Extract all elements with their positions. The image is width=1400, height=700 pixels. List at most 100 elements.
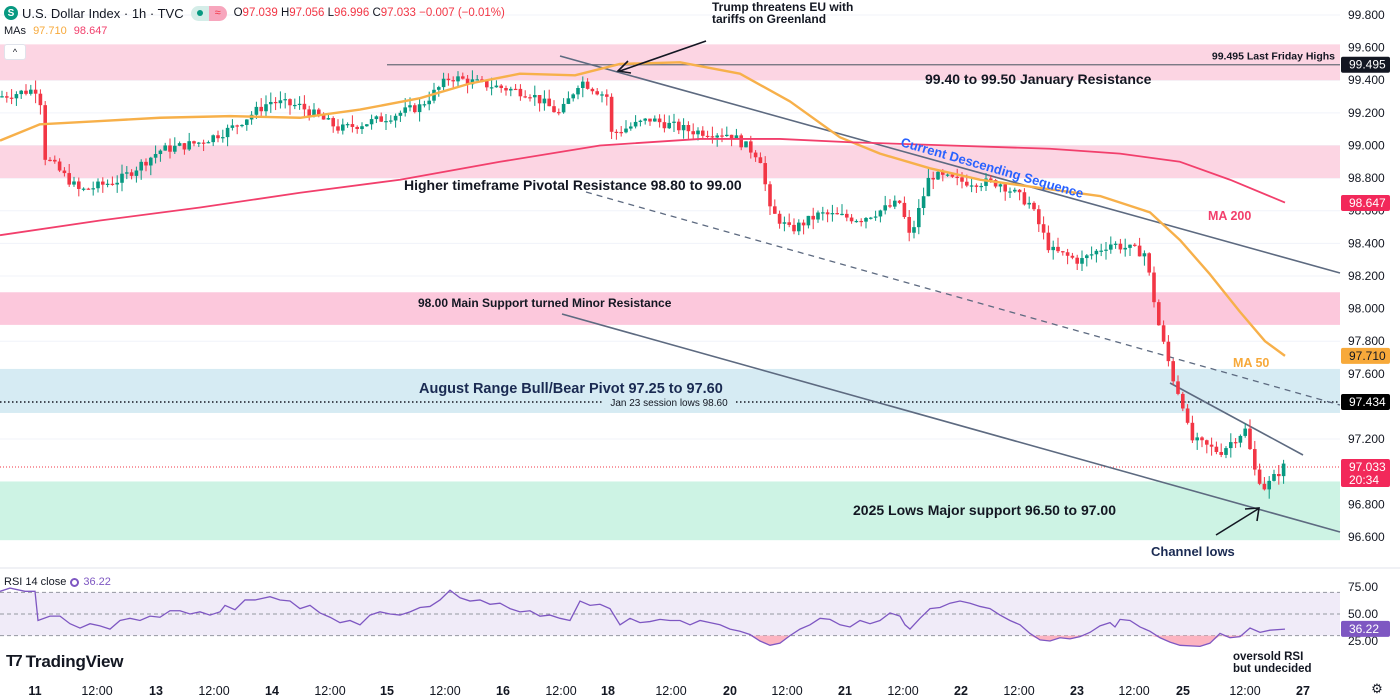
svg-text:27: 27 bbox=[1296, 684, 1310, 698]
horizontal-lines bbox=[0, 64, 1340, 468]
symbol-title[interactable]: U.S. Dollar Index · 1h · TVC bbox=[22, 5, 184, 21]
svg-text:98.400: 98.400 bbox=[1348, 236, 1385, 250]
svg-text:75.00: 75.00 bbox=[1348, 580, 1378, 594]
svg-text:MA 50: MA 50 bbox=[1233, 356, 1269, 370]
svg-text:14: 14 bbox=[265, 684, 279, 698]
svg-text:99.000: 99.000 bbox=[1348, 138, 1385, 152]
high-value: 97.056 bbox=[289, 7, 325, 19]
svg-text:99.495: 99.495 bbox=[1349, 58, 1386, 72]
svg-text:50.00: 50.00 bbox=[1348, 607, 1378, 621]
ma200-line bbox=[0, 138, 1286, 237]
close-value: 97.033 bbox=[380, 7, 416, 19]
candlesticks bbox=[0, 70, 1286, 499]
trendlines bbox=[559, 55, 1341, 533]
svg-text:36.22: 36.22 bbox=[1349, 622, 1379, 636]
time-axis[interactable]: 11 12:00 13 12:00 14 12:00 15 12:00 16 12:00 18 12:… bbox=[28, 684, 1310, 698]
svg-text:98.000: 98.000 bbox=[1348, 302, 1385, 316]
jan23-low-line-price-label bbox=[1341, 394, 1390, 410]
ma-legend-label: MAs bbox=[4, 25, 26, 37]
svg-text:Trump threatens EU with: Trump threatens EU with bbox=[712, 0, 853, 14]
settings-gear-icon[interactable]: ⚙ bbox=[1371, 681, 1383, 696]
rsi-label: RSI 14 close bbox=[4, 576, 67, 588]
svg-text:25.00: 25.00 bbox=[1348, 634, 1378, 648]
main-support-turned-resistance-label: 98.00 Main Support turned Minor Resistan… bbox=[418, 296, 672, 310]
rsi-line bbox=[0, 587, 1286, 648]
svg-text:12:00: 12:00 bbox=[887, 684, 918, 698]
svg-text:99.200: 99.200 bbox=[1348, 106, 1385, 120]
ohlc-values: O97.039 H97.056 L96.996 C97.033 −0.007 (… bbox=[233, 7, 505, 19]
svg-text:20: 20 bbox=[723, 684, 737, 698]
svg-text:12:00: 12:00 bbox=[545, 684, 576, 698]
svg-text:Channel lows: Channel lows bbox=[1151, 544, 1235, 559]
ma50-line bbox=[0, 61, 1286, 357]
moving-averages bbox=[0, 61, 1286, 357]
svg-text:tariffs on Greenland: tariffs on Greenland bbox=[712, 12, 826, 26]
price-axis[interactable]: 99.800 99.600 99.400 99.200 99.000 98.800 98.6… bbox=[1341, 8, 1390, 544]
chevron-up-icon: ^ bbox=[12, 47, 18, 57]
ma50-value: 97.710 bbox=[33, 25, 67, 37]
svg-text:12:00: 12:00 bbox=[429, 684, 460, 698]
rsi-legend[interactable]: RSI 14 close 36.22 bbox=[4, 576, 111, 588]
ma200-value: 98.647 bbox=[73, 25, 108, 37]
svg-text:16: 16 bbox=[496, 684, 510, 698]
collapse-legend-button[interactable]: ^ bbox=[4, 44, 26, 60]
symbol-logo-icon: S bbox=[4, 6, 18, 20]
svg-text:97.434: 97.434 bbox=[1349, 395, 1386, 409]
ma200-price-label bbox=[1341, 195, 1390, 212]
svg-text:11: 11 bbox=[28, 684, 41, 698]
january-resistance-label: 99.40 to 99.50 January Resistance bbox=[925, 71, 1152, 87]
svg-text:12:00: 12:00 bbox=[655, 684, 686, 698]
svg-text:12:00: 12:00 bbox=[198, 684, 229, 698]
ma-legend[interactable]: MAs 97.710 98.647 bbox=[4, 25, 107, 37]
svg-text:but undecided: but undecided bbox=[1233, 663, 1312, 675]
market-open-icon bbox=[190, 5, 209, 21]
svg-text:23: 23 bbox=[1070, 684, 1084, 698]
low-value: 96.996 bbox=[334, 7, 370, 19]
2025-lows-support-label: 2025 Lows Major support 96.50 to 97.00 bbox=[853, 502, 1116, 518]
svg-text:97.600: 97.600 bbox=[1348, 367, 1385, 381]
tradingview-mark-icon: T7 bbox=[6, 653, 23, 670]
svg-text:oversold RSI: oversold RSI bbox=[1233, 651, 1303, 663]
svg-text:18: 18 bbox=[601, 684, 615, 698]
svg-text:96.800: 96.800 bbox=[1348, 497, 1385, 511]
svg-text:97.200: 97.200 bbox=[1348, 432, 1385, 446]
svg-text:12:00: 12:00 bbox=[1003, 684, 1034, 698]
svg-text:12:00: 12:00 bbox=[1118, 684, 1149, 698]
tradingview-name: TradingView bbox=[25, 652, 124, 671]
chart-header: S U.S. Dollar Index · 1h · TVC ≈ O97.039… bbox=[4, 4, 505, 22]
svg-text:12:00: 12:00 bbox=[771, 684, 802, 698]
august-pivot-label: August Range Bull/Bear Pivot 97.25 to 97… bbox=[419, 381, 723, 397]
htf-pivotal-resistance-zone bbox=[0, 145, 1340, 179]
ma50-price-label bbox=[1341, 347, 1390, 364]
svg-text:12:00: 12:00 bbox=[81, 684, 112, 698]
svg-text:12:00: 12:00 bbox=[314, 684, 345, 698]
2025-lows-support-zone bbox=[0, 481, 1340, 541]
svg-text:99.800: 99.800 bbox=[1348, 8, 1385, 22]
change-value: −0.007 (−0.01%) bbox=[419, 7, 505, 19]
data-delay-icon: ≈ bbox=[208, 5, 227, 21]
svg-text:15: 15 bbox=[380, 684, 394, 698]
price-zones bbox=[0, 44, 1340, 541]
main-support-turned-resistance-zone bbox=[0, 292, 1340, 325]
svg-text:21: 21 bbox=[838, 684, 852, 698]
svg-text:96.600: 96.600 bbox=[1348, 530, 1385, 544]
htf-pivotal-resistance-label: Higher timeframe Pivotal Resistance 98.8… bbox=[404, 177, 742, 193]
svg-text:20:34: 20:34 bbox=[1349, 473, 1379, 487]
rsi-loading-icon bbox=[70, 577, 80, 587]
svg-text:22: 22 bbox=[954, 684, 968, 698]
svg-text:98.200: 98.200 bbox=[1348, 269, 1385, 283]
last-price-price-label bbox=[1341, 459, 1390, 487]
svg-text:MA 200: MA 200 bbox=[1208, 209, 1251, 223]
open-value: 97.039 bbox=[242, 7, 278, 19]
svg-text:98.647: 98.647 bbox=[1349, 196, 1386, 210]
status-pill[interactable]: ≈ bbox=[190, 5, 227, 21]
svg-text:99.495 Last Friday Highs: 99.495 Last Friday Highs bbox=[1212, 51, 1335, 63]
svg-text:13: 13 bbox=[149, 684, 163, 698]
last-friday-high-price-label bbox=[1341, 56, 1390, 73]
tradingview-logo[interactable]: T7 TradingView bbox=[6, 652, 124, 672]
svg-text:25: 25 bbox=[1176, 684, 1190, 698]
svg-text:97.800: 97.800 bbox=[1348, 334, 1385, 348]
svg-text:99.400: 99.400 bbox=[1348, 73, 1385, 87]
